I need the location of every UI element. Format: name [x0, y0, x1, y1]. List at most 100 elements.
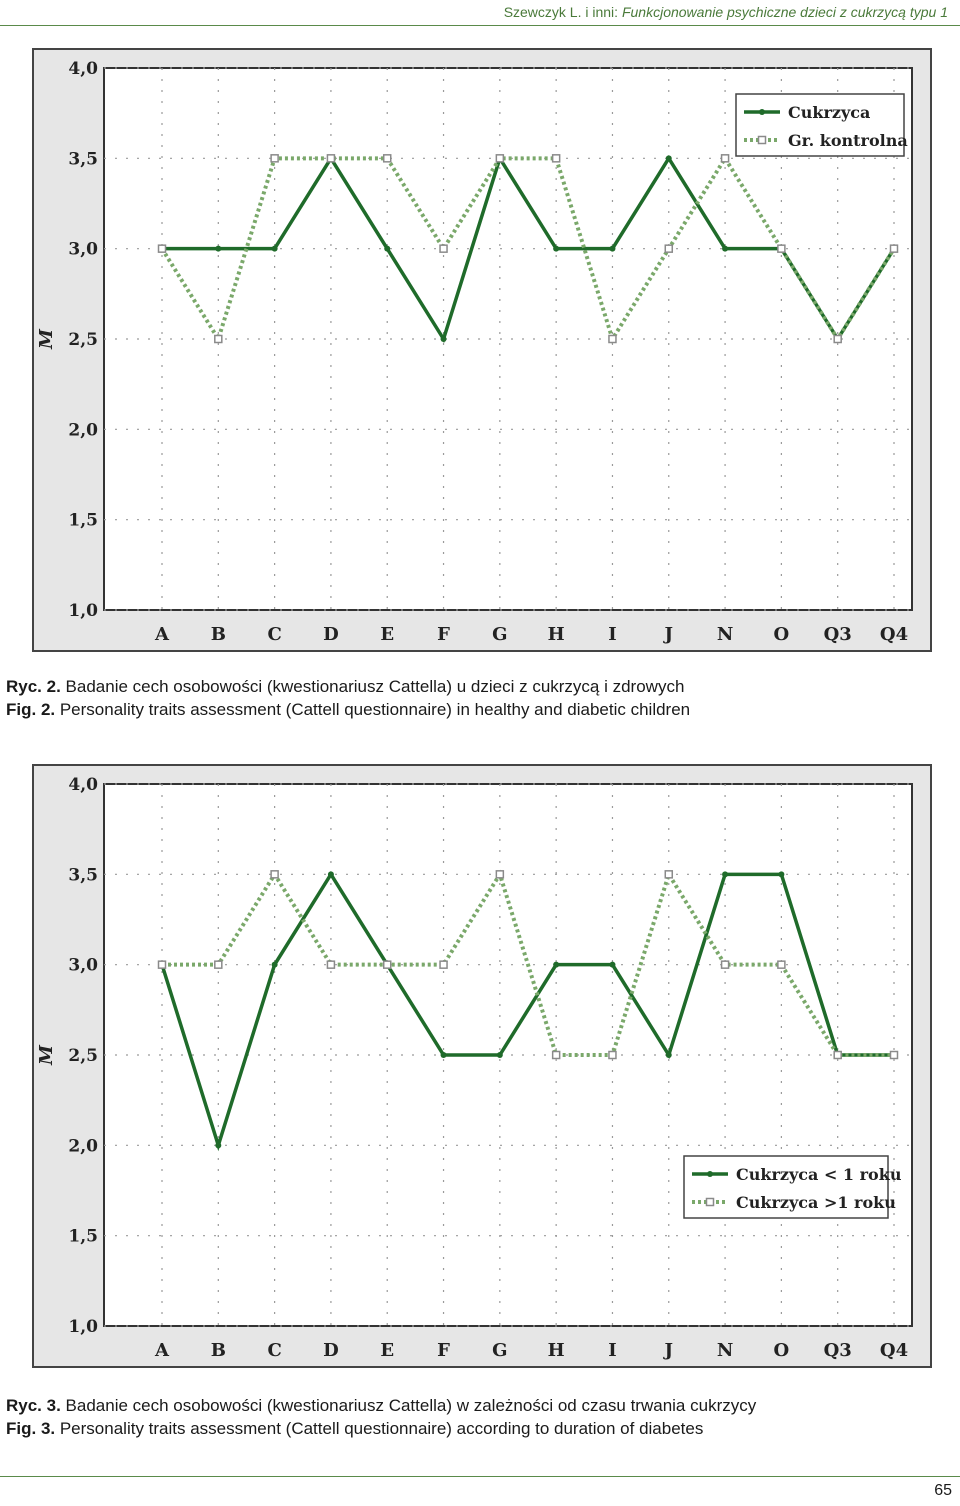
- fig3-series-1-point: [327, 871, 334, 878]
- fig3-series-1-point: [271, 961, 278, 968]
- fig2-x-tick-label: F: [437, 624, 450, 645]
- figure-2-caption-en-text: Personality traits assessment (Cattell q…: [55, 700, 691, 719]
- fig3-series-2-point: [720, 960, 730, 969]
- fig2-series-2-point: [326, 154, 336, 163]
- fig2-series-1-point: [553, 245, 560, 252]
- fig3-legend-box: [683, 1155, 889, 1219]
- figure-2-caption-en: Fig. 2. Personality traits assessment (C…: [6, 699, 690, 721]
- figure-3-caption-en-label: Fig. 3.: [6, 1419, 56, 1438]
- fig2-y-tick-label: 2,5: [68, 330, 98, 350]
- fig3-series-2-point: [157, 960, 167, 969]
- fig3-series-1-point: [665, 1052, 672, 1058]
- fig2-x-tick-label: J: [663, 624, 674, 645]
- fig2-legend-box: [735, 93, 905, 157]
- fig2-y-tick-label: 4,0: [68, 59, 98, 79]
- figure-2-chart-svg: 1,0 1,5 2,0 2,5 3,0 3,5 4,0 M A B C D E F G H I J N O Q3 Q4 Cu…: [32, 48, 932, 652]
- fig3-x-tick-label: O: [774, 1340, 790, 1361]
- footer-rule: [0, 1476, 960, 1477]
- fig3-x-tick-label: B: [211, 1340, 226, 1361]
- fig3-series-2-point: [551, 1050, 561, 1060]
- fig2-x-tick-label: E: [380, 624, 394, 645]
- fig2-x-tick-label: N: [717, 624, 733, 645]
- figure-3-caption-pl-text: Badanie cech osobowości (kwestionariusz …: [60, 1396, 757, 1415]
- fig2-series-2-point: [664, 244, 674, 253]
- fig2-series-2-point: [214, 334, 223, 344]
- figure-2-chart: 1,0 1,5 2,0 2,5 3,0 3,5 4,0 M A B C D E F G H I J N O Q3 Q4 Cu…: [32, 48, 932, 652]
- figure-3-caption-en-text: Personality traits assessment (Cattell q…: [55, 1419, 704, 1438]
- fig3-series-2-point: [777, 960, 786, 969]
- figure-2-caption-en-label: Fig. 2.: [6, 700, 56, 719]
- fig2-legend-marker-1: [759, 109, 765, 115]
- fig3-y-axis-label: M: [36, 1044, 57, 1066]
- fig3-series-1-point: [496, 1052, 503, 1058]
- figure-2-caption-pl-label: Ryc. 2.: [6, 677, 61, 696]
- fig3-y-tick-label: 2,5: [68, 1046, 98, 1066]
- fig3-x-tick-label: E: [380, 1340, 394, 1361]
- page-number: 65: [934, 1482, 952, 1499]
- fig2-x-tick-label: I: [608, 624, 616, 645]
- fig3-series-1-point: [722, 871, 729, 878]
- fig3-series-2-point: [889, 1050, 899, 1060]
- fig3-series-1-point: [609, 961, 616, 968]
- fig2-x-tick-label: Q4: [880, 624, 908, 645]
- fig3-series-1-point: [553, 961, 560, 968]
- fig3-series-2-point: [214, 960, 223, 969]
- fig3-legend-label-2: Cukrzyca >1 roku: [736, 1193, 896, 1212]
- figure-3-chart: 1,0 1,5 2,0 2,5 3,0 3,5 4,0 M A B C D E F G H I J N O Q3 Q4 Cu…: [32, 764, 932, 1368]
- fig2-y-tick-label: 1,5: [68, 511, 98, 531]
- fig3-series-2-point: [664, 870, 674, 879]
- fig2-x-tick-label: H: [548, 624, 565, 645]
- fig3-y-tick-label: 1,0: [68, 1317, 98, 1337]
- fig2-x-tick-label: O: [774, 624, 790, 645]
- fig2-y-tick-label: 2,0: [68, 420, 98, 440]
- fig2-x-tick-label: C: [267, 624, 281, 645]
- fig3-series-2-point: [833, 1050, 842, 1060]
- fig2-x-tick-label: D: [323, 624, 339, 645]
- fig2-x-tick-label: A: [154, 624, 170, 645]
- fig3-series-2-line: [162, 869, 894, 1057]
- fig3-y-tick-label: 1,5: [68, 1227, 98, 1247]
- fig2-series-1-point: [665, 155, 672, 162]
- fig2-series-1-point: [271, 245, 278, 252]
- fig2-y-tick-label: 3,5: [68, 149, 98, 169]
- fig3-x-tick-label: N: [717, 1340, 733, 1361]
- fig2-x-tick-label: G: [492, 624, 507, 645]
- fig2-x-tick-label: Q3: [824, 624, 852, 645]
- fig2-series-2-point: [382, 154, 392, 163]
- fig2-series-2-point: [157, 244, 167, 253]
- fig2-series-2-point: [777, 244, 786, 253]
- fig2-series-2-point: [608, 334, 617, 344]
- fig3-x-tick-label: Q4: [880, 1340, 908, 1361]
- fig2-series-2-point: [495, 154, 505, 163]
- fig3-x-tick-label: C: [267, 1340, 281, 1361]
- fig3-y-tick-label: 2,0: [68, 1136, 98, 1156]
- fig3-series-2-point: [382, 960, 392, 969]
- fig3-x-tick-label: J: [663, 1340, 674, 1361]
- fig2-series-1-point: [722, 245, 729, 252]
- fig2-series-2-point: [439, 244, 448, 253]
- fig2-series-1-line: [162, 154, 896, 344]
- fig3-series-1-point: [440, 1052, 447, 1058]
- figure-3-caption-en: Fig. 3. Personality traits assessment (C…: [6, 1418, 703, 1440]
- fig2-y-tick-label: 3,0: [68, 240, 98, 260]
- fig3-x-tick-label: F: [437, 1340, 450, 1361]
- fig3-series-1-line: [160, 871, 894, 1152]
- fig2-series-1-point: [215, 245, 222, 252]
- fig3-y-tick-label: 3,5: [68, 865, 98, 885]
- fig3-x-tick-label: H: [548, 1340, 565, 1361]
- fig2-series-1-point: [440, 336, 447, 342]
- fig3-x-tick-label: A: [154, 1340, 170, 1361]
- fig3-series-2-point: [608, 1050, 617, 1060]
- fig3-series-2-point: [326, 960, 336, 969]
- running-header: Szewczyk L. i inni: Funkcjonowanie psych…: [0, 0, 960, 28]
- fig3-y-tick-label: 4,0: [68, 775, 98, 795]
- fig3-series-1-point: [778, 871, 785, 878]
- fig2-legend-label-2: Gr. kontrolna: [788, 131, 908, 150]
- figure-2-caption-pl: Ryc. 2. Badanie cech osobowości (kwestio…: [6, 676, 684, 698]
- running-header-text: Szewczyk L. i inni: Funkcjonowanie psych…: [504, 4, 948, 20]
- fig2-legend-label-1: Cukrzyca: [788, 103, 870, 122]
- fig2-series-2-point: [833, 334, 842, 344]
- fig2-plot-area: [103, 67, 913, 611]
- fig2-series-1-point: [384, 245, 391, 252]
- fig2-y-tick-label: 1,0: [68, 601, 98, 621]
